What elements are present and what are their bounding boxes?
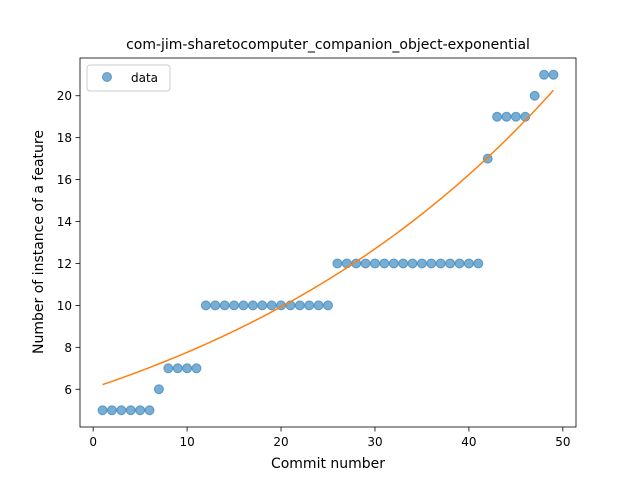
- y-axis-label: Number of instance of a feature: [31, 130, 47, 354]
- data-point: [482, 153, 493, 164]
- y-tick-label: 18: [57, 131, 72, 145]
- data-point: [116, 405, 127, 416]
- y-tick-label: 8: [64, 341, 72, 355]
- data-point: [510, 111, 521, 122]
- data-point: [529, 90, 540, 101]
- data-point: [548, 69, 559, 80]
- data-point: [332, 258, 343, 269]
- data-point: [313, 300, 324, 311]
- data-point: [323, 300, 333, 311]
- data-point: [539, 69, 550, 80]
- data-point: [426, 258, 437, 269]
- data-point: [163, 363, 174, 374]
- plot-area: [97, 69, 559, 416]
- data-point: [144, 405, 155, 416]
- data-point: [106, 405, 117, 416]
- data-point: [294, 300, 305, 311]
- data-point: [172, 363, 183, 374]
- data-point: [153, 384, 164, 395]
- y-tick-label: 20: [57, 89, 72, 103]
- x-tick-label: 50: [555, 435, 570, 449]
- legend-box: [86, 64, 171, 92]
- data-point: [492, 111, 503, 122]
- data-point: [398, 258, 409, 269]
- data-point: [247, 300, 258, 311]
- data-point: [266, 300, 277, 311]
- x-axis-label: Commit number: [271, 456, 385, 472]
- data-point: [125, 405, 136, 416]
- y-tick-label: 14: [57, 215, 72, 229]
- x-tick-label: 0: [89, 435, 97, 449]
- data-point: [473, 258, 484, 269]
- data-point: [219, 300, 230, 311]
- x-axis: 0 10 20 30 40 50: [89, 427, 570, 449]
- y-tick-label: 16: [57, 173, 72, 187]
- data-point: [360, 258, 371, 269]
- data-point: [454, 258, 465, 269]
- fit-line: [102, 89, 555, 386]
- x-tick-label: 30: [367, 435, 382, 449]
- data-point: [407, 258, 418, 269]
- data-point: [191, 363, 202, 374]
- data-point: [463, 258, 474, 269]
- data-point: [369, 258, 380, 269]
- data-point: [445, 258, 456, 269]
- data-point: [229, 300, 240, 311]
- y-tick-label: 12: [57, 257, 72, 271]
- x-tick-label: 10: [179, 435, 194, 449]
- y-tick-label: 10: [57, 299, 72, 313]
- data-point: [210, 300, 221, 311]
- data-point: [304, 300, 315, 311]
- data-point: [200, 300, 211, 311]
- data-point: [379, 258, 390, 269]
- axes-frame: [79, 57, 577, 428]
- x-tick-label: 20: [273, 435, 288, 449]
- data-point: [416, 258, 427, 269]
- data-point: [182, 363, 193, 374]
- legend-marker-data: [102, 72, 112, 82]
- y-tick-label: 6: [64, 383, 72, 397]
- legend-label-data: data: [131, 71, 158, 85]
- data-point: [135, 405, 146, 416]
- data-point: [388, 258, 399, 269]
- chart-title: com-jim-sharetocomputer_companion_object…: [126, 37, 530, 53]
- data-point: [435, 258, 446, 269]
- data-point: [238, 300, 249, 311]
- data-point: [501, 111, 512, 122]
- data-point: [97, 405, 108, 416]
- legend: data: [86, 64, 171, 92]
- x-tick-label: 40: [461, 435, 476, 449]
- y-axis: 6 8 10 12 14 16 18 20: [57, 89, 80, 397]
- data-point: [257, 300, 268, 311]
